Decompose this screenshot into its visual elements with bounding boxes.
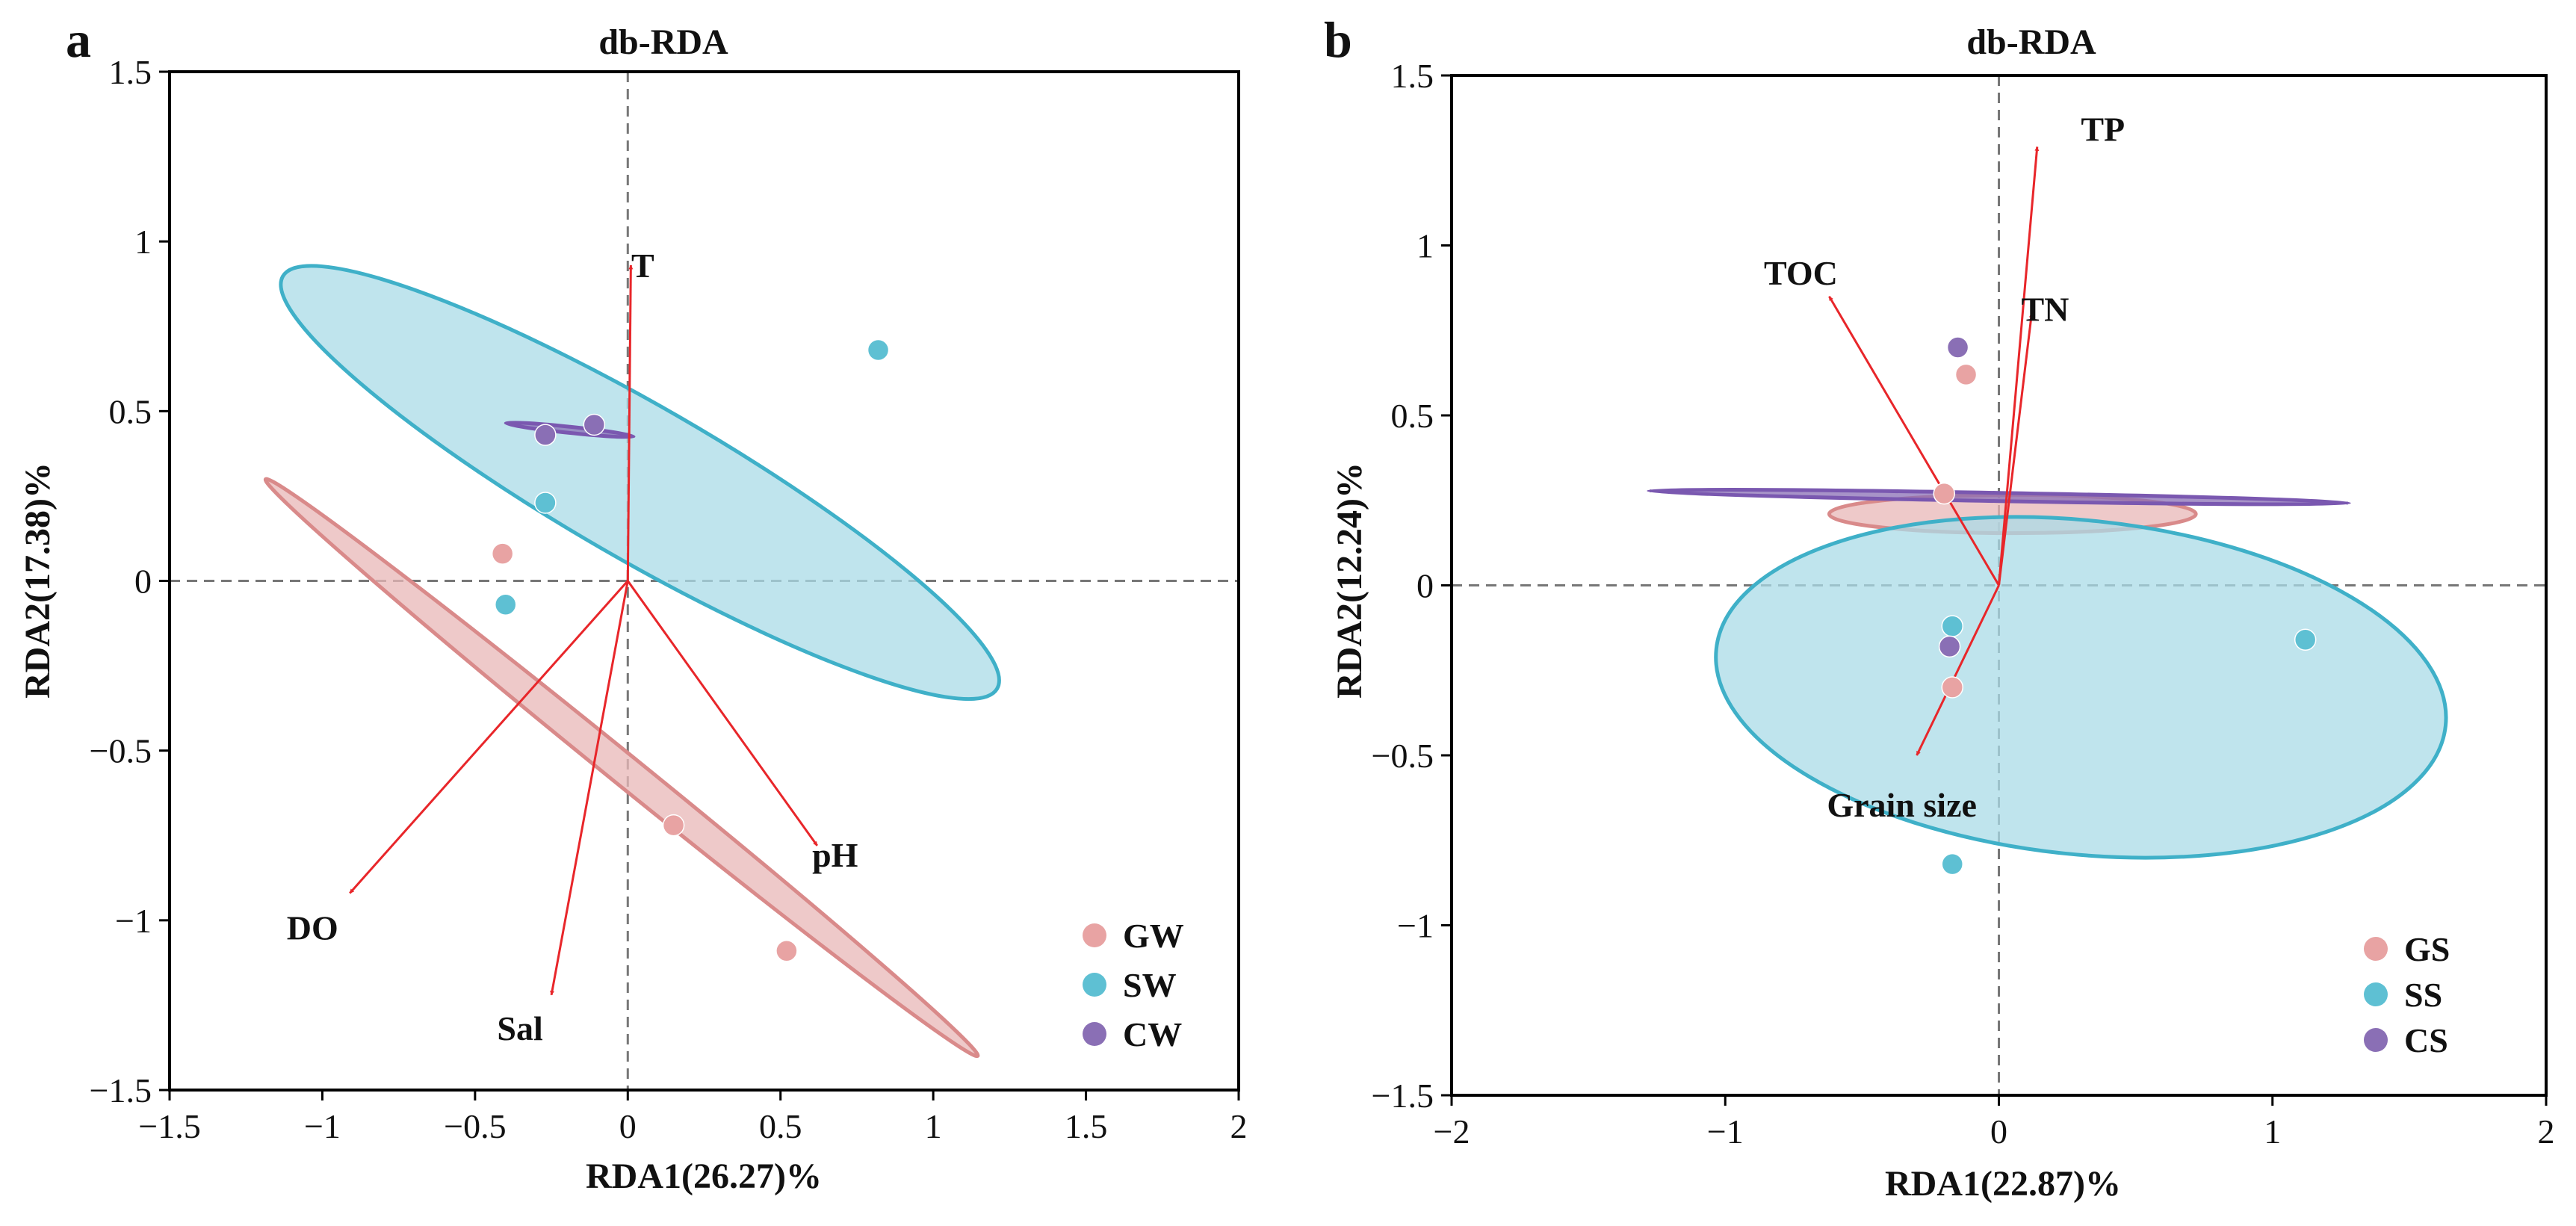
panel-b-reference-lines xyxy=(1452,75,2546,1095)
panel-b-point-cs-1 xyxy=(1946,336,1969,359)
panel-b-letter: b xyxy=(1324,11,1352,68)
panel-b-point-gs-2 xyxy=(1941,676,1963,699)
panel-a-x-tick-label: 0 xyxy=(619,1107,637,1145)
panel-b-vector-label-tn: TN xyxy=(2021,291,2069,329)
panel-a-point-sw-1 xyxy=(494,593,517,616)
panel-a-point-cw-2 xyxy=(583,413,606,436)
panel-a-x-tick-label: 0.5 xyxy=(759,1107,802,1145)
panel-a-point-sw-2 xyxy=(534,492,557,514)
panel-a-x-tick-label: 2 xyxy=(1230,1107,1248,1145)
panel-a-x-axis-title: RDA1(26.27)% xyxy=(586,1157,822,1196)
panel-b-vectors: TP TOC TN Grain size xyxy=(1764,111,2125,824)
panel-b-points xyxy=(1933,336,2317,876)
panel-a-x-tick-label: −1 xyxy=(304,1107,341,1145)
panel-b-ellipses xyxy=(1647,487,2448,860)
panel-b-point-ss-3 xyxy=(1941,852,1963,876)
panel-b-ellipse-cs xyxy=(1647,487,2351,507)
panel-b-y-tick-label: 0 xyxy=(1417,567,1434,605)
panel-b-vector-grain-size xyxy=(1916,584,2000,756)
panel-b-point-ss-2 xyxy=(2294,628,2317,651)
panel-a-ellipses xyxy=(263,264,1001,1059)
panel-b-point-cs-2 xyxy=(1938,635,1961,658)
panel-a-x-tick-label: −0.5 xyxy=(444,1107,506,1145)
panel-b-vector-label-tp: TP xyxy=(2081,111,2125,149)
panel-a-legend-label-gw: GW xyxy=(1123,917,1184,955)
panel-b-y-tick-label: −1.5 xyxy=(1372,1077,1434,1115)
panel-a-y-tick-label: −0.5 xyxy=(90,732,152,770)
panel-b: b db-RDA TP TOC TN Grain size −2 −1 0 1 2 −1.5 −1… xyxy=(1324,11,2555,1204)
panel-b-legend-swatch-ss xyxy=(2364,982,2388,1006)
panel-a-y-tick-label: −1.5 xyxy=(90,1071,152,1109)
panel-b-legend: GS SS CS xyxy=(2364,930,2450,1059)
panel-a-point-gw-1 xyxy=(491,542,514,565)
panel-a-vector-t xyxy=(626,264,634,581)
panel-b-x-tick-label: −2 xyxy=(1434,1112,1470,1151)
panel-a-vector-sal xyxy=(550,581,629,996)
panel-a-y-axis-title: RDA2(17.38)% xyxy=(18,462,58,699)
panel-b-x-tick-label: 2 xyxy=(2538,1112,2555,1151)
panel-a-vectors: TpH DO Sal xyxy=(287,247,858,1047)
panel-a-vector-label-ph: pH xyxy=(812,836,858,874)
panel-a-vector-label-do: DO xyxy=(287,908,338,947)
panel-a-vector-do xyxy=(349,580,629,894)
panel-b-vector-tn xyxy=(1998,312,2034,586)
panel-a-y-tick-label: 1.5 xyxy=(109,53,152,91)
panel-b-legend-swatch-gs xyxy=(2364,937,2388,961)
panel-b-legend-label-gs: GS xyxy=(2404,930,2450,968)
panel-a-point-sw-3 xyxy=(867,338,890,362)
panel-a-point-cw-1 xyxy=(534,424,557,446)
panel-a-letter: a xyxy=(66,11,91,68)
panel-a-legend: GW SW CW xyxy=(1083,917,1184,1053)
panel-a-title: db-RDA xyxy=(598,22,728,62)
panel-a-x-tick-label: 1 xyxy=(925,1107,942,1145)
panel-a-points xyxy=(491,338,890,962)
panel-a-legend-label-sw: SW xyxy=(1123,966,1177,1004)
panel-b-legend-label-cs: CS xyxy=(2404,1021,2448,1059)
panel-b-y-axis-title: RDA2(12.24)% xyxy=(1330,462,1369,699)
panel-a-vector-label-t: T xyxy=(631,247,654,285)
panel-b-x-tick-label: 0 xyxy=(1990,1112,2007,1151)
panel-b-legend-label-ss: SS xyxy=(2404,976,2442,1014)
panel-a-x-tick-label: −1.5 xyxy=(138,1107,200,1145)
panel-a-legend-swatch-sw xyxy=(1083,973,1106,997)
panel-a-y-tick-label: 0 xyxy=(134,563,152,601)
panel-b-vector-toc xyxy=(1828,295,2000,586)
panel-b-y-tick-label: −1 xyxy=(1397,907,1434,945)
panel-b-axes: −2 −1 0 1 2 −1.5 −1 −0.5 0 0.5 1 1.5 xyxy=(1372,57,2555,1151)
panel-a-x-tick-label: 1.5 xyxy=(1065,1107,1108,1145)
panel-b-title: db-RDA xyxy=(1966,22,2096,62)
panel-b-y-tick-label: 0.5 xyxy=(1391,397,1434,435)
panel-a-point-gw-2 xyxy=(662,814,685,837)
panel-b-y-tick-label: 1 xyxy=(1417,227,1434,265)
panel-a-ellipse-sw xyxy=(279,264,1001,702)
panel-a-y-tick-label: 0.5 xyxy=(109,392,152,430)
panel-b-x-tick-label: 1 xyxy=(2264,1112,2281,1151)
panel-b-y-tick-label: 1.5 xyxy=(1391,57,1434,95)
panel-a-ellipse-cw xyxy=(504,420,636,439)
panel-a-vector-label-sal: Sal xyxy=(497,1009,542,1047)
panel-a-legend-swatch-gw xyxy=(1083,923,1106,947)
panel-a-ellipse-gw xyxy=(263,477,980,1059)
panel-b-vector-label-grain-size: Grain size xyxy=(1827,786,1977,824)
panel-b-vector-tp xyxy=(1998,146,2040,586)
panel-a-vector-ph xyxy=(627,580,818,846)
panel-a-point-gw-3 xyxy=(775,939,798,962)
panel-b-ellipse-ss xyxy=(1714,515,2448,860)
panel-a-y-tick-label: −1 xyxy=(115,902,152,940)
panel-b-point-gs-1 xyxy=(1954,363,1978,386)
panel-b-point-ss-1 xyxy=(1941,615,1963,637)
panel-b-x-axis-title: RDA1(22.87)% xyxy=(1885,1164,2121,1204)
panel-b-y-tick-label: −0.5 xyxy=(1372,737,1434,775)
panel-b-vector-label-toc: TOC xyxy=(1764,254,1838,292)
panel-b-x-tick-label: −1 xyxy=(1707,1112,1744,1151)
panel-b-legend-swatch-cs xyxy=(2364,1028,2388,1052)
panel-a-axes: −1.5 −1 −0.5 0 0.5 1 1.5 2 −1.5 −1 −0.5 0 0.5 1 1.5 xyxy=(90,53,1248,1145)
panel-a-y-tick-label: 1 xyxy=(134,223,152,261)
panel-a-legend-swatch-cw xyxy=(1083,1022,1106,1046)
panel-a-legend-label-cw: CW xyxy=(1123,1015,1182,1053)
panel-b-point-gs-3 xyxy=(1933,482,1955,505)
